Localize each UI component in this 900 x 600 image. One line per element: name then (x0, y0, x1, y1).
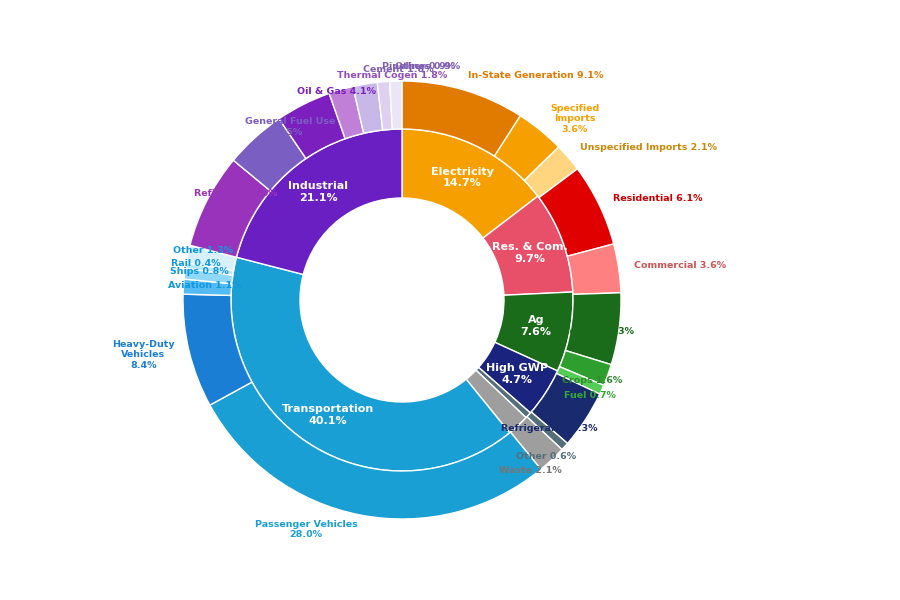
Wedge shape (353, 82, 382, 133)
Wedge shape (510, 417, 562, 469)
Text: Res. & Com.
9.7%: Res. & Com. 9.7% (492, 242, 568, 264)
Wedge shape (377, 82, 392, 130)
Wedge shape (479, 343, 558, 413)
Wedge shape (525, 147, 578, 197)
Text: Other 0.6%: Other 0.6% (516, 452, 576, 461)
Text: Rail 0.4%: Rail 0.4% (171, 259, 220, 268)
Text: Ships 0.8%: Ships 0.8% (170, 267, 229, 276)
Wedge shape (565, 293, 621, 365)
Wedge shape (184, 268, 233, 284)
Wedge shape (186, 245, 237, 271)
Text: Waste 2.1%: Waste 2.1% (500, 466, 562, 475)
Text: Fuel 0.7%: Fuel 0.7% (563, 391, 616, 400)
Text: Livestock 5.3%: Livestock 5.3% (554, 326, 634, 335)
Text: Crops 1.6%: Crops 1.6% (562, 376, 622, 385)
Text: Heavy-Duty
Vehicles
8.4%: Heavy-Duty Vehicles 8.4% (112, 340, 175, 370)
Wedge shape (402, 81, 520, 156)
Wedge shape (233, 119, 306, 191)
Text: Electricity
14.7%: Electricity 14.7% (431, 167, 494, 188)
Wedge shape (390, 81, 402, 129)
Wedge shape (560, 350, 611, 385)
Wedge shape (526, 412, 568, 449)
Wedge shape (210, 382, 541, 519)
Wedge shape (183, 294, 252, 405)
Text: General Fuel Use
4.5%: General Fuel Use 4.5% (245, 117, 335, 137)
Wedge shape (237, 129, 402, 274)
Wedge shape (495, 292, 573, 371)
Wedge shape (190, 160, 270, 257)
Wedge shape (329, 86, 364, 139)
Wedge shape (183, 279, 232, 295)
Text: Transportation
40.1%: Transportation 40.1% (282, 404, 374, 425)
Text: Unspecified Imports 2.1%: Unspecified Imports 2.1% (580, 143, 716, 152)
Text: Passenger Vehicles
28.0%: Passenger Vehicles 28.0% (255, 520, 357, 539)
Wedge shape (567, 244, 621, 295)
Text: Refineries 7.0%: Refineries 7.0% (194, 189, 277, 198)
Text: Pipelines 0.9%: Pipelines 0.9% (382, 62, 460, 71)
Text: Residential 6.1%: Residential 6.1% (613, 194, 702, 203)
Wedge shape (466, 370, 526, 433)
Text: Other 1.3%: Other 1.3% (173, 246, 233, 255)
Text: Specified
Imports
3.6%: Specified Imports 3.6% (550, 104, 599, 134)
Wedge shape (531, 373, 599, 443)
Wedge shape (556, 367, 604, 394)
Text: Ag
7.6%: Ag 7.6% (520, 315, 552, 337)
Text: Oil & Gas 4.1%: Oil & Gas 4.1% (296, 86, 375, 95)
Wedge shape (402, 129, 538, 238)
Wedge shape (185, 263, 233, 275)
Wedge shape (231, 257, 509, 471)
Wedge shape (476, 367, 530, 418)
Wedge shape (483, 196, 572, 295)
Text: Refrigerants 4.3%: Refrigerants 4.3% (501, 424, 598, 433)
Wedge shape (494, 116, 559, 181)
Text: Other 0.9%: Other 0.9% (395, 62, 455, 71)
Wedge shape (539, 169, 614, 256)
Text: Cement 1.8%: Cement 1.8% (363, 65, 433, 74)
Text: Thermal Cogen 1.8%: Thermal Cogen 1.8% (337, 71, 447, 80)
Text: In-State Generation 9.1%: In-State Generation 9.1% (468, 71, 603, 80)
Text: Commercial 3.6%: Commercial 3.6% (634, 262, 725, 271)
Text: Industrial
21.1%: Industrial 21.1% (288, 181, 348, 203)
Wedge shape (279, 94, 345, 158)
Text: Aviation 1.1%: Aviation 1.1% (168, 281, 242, 290)
Text: High GWP
4.7%: High GWP 4.7% (485, 364, 547, 385)
